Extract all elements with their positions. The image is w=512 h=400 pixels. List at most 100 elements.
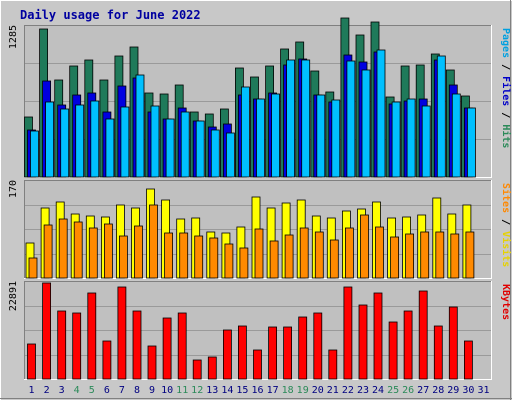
bar-pages-day-11: [180, 111, 190, 178]
bar-sites-day-18: [284, 234, 294, 279]
day-label: 13: [206, 385, 218, 396]
chart-title: Daily usage for June 2022: [20, 8, 201, 22]
day-label: 1: [28, 385, 34, 396]
bar-pages-day-9: [150, 105, 160, 178]
bar-kbytes-day-25: [388, 321, 398, 380]
bar-pages-day-17: [271, 93, 281, 178]
bar-sites-day-4: [73, 221, 83, 279]
day-label: 5: [89, 385, 95, 396]
bar-sites-day-26: [405, 233, 415, 279]
day-label: 29: [447, 385, 459, 396]
bar-pages-day-10: [165, 118, 175, 178]
day-label: 28: [432, 385, 444, 396]
bar-pages-day-13: [210, 129, 220, 178]
legend-item: Hits: [500, 124, 512, 148]
bar-kbytes-day-17: [268, 326, 278, 380]
panel-kbytes: 22891 KBytes: [8, 281, 511, 380]
panel-hits-legend: Pages / Files / Hits: [500, 28, 512, 148]
bar-kbytes-day-5: [87, 292, 97, 380]
bar-sites-day-13: [209, 237, 219, 279]
day-label: 16: [251, 385, 263, 396]
series-pages: [30, 49, 476, 178]
bar-sites-day-24: [375, 226, 384, 279]
day-label: 25: [387, 385, 399, 396]
bar-kbytes-day-9: [147, 345, 157, 380]
bar-pages-day-29: [451, 93, 461, 178]
day-labels: 1 2 3 4 5 6 7 8 9 10 11 12 13 14 15 16 17 18 19 20 21 22 23 24 2…: [28, 385, 489, 396]
day-label: 31: [477, 385, 489, 396]
bar-sites-day-9: [149, 204, 158, 279]
bar-kbytes-day-21: [328, 349, 338, 380]
day-label: 20: [312, 385, 324, 396]
bar-pages-day-28: [436, 55, 446, 178]
bar-kbytes-day-22: [343, 286, 353, 380]
bar-kbytes-day-3: [57, 310, 67, 380]
day-label: 26: [402, 385, 414, 396]
day-label: 12: [191, 385, 203, 396]
bar-kbytes-day-15: [237, 325, 247, 380]
day-label: 6: [104, 385, 110, 396]
bar-pages-day-1: [30, 130, 39, 178]
panel-hits: 1285 Pages / Files / Hits: [8, 17, 512, 178]
legend-item: Visits: [500, 231, 512, 267]
legend-item: /: [500, 106, 511, 124]
day-label: 18: [282, 385, 294, 396]
bar-pages-day-26: [406, 98, 416, 178]
bar-kbytes-day-2: [42, 282, 51, 380]
bar-pages-day-23: [361, 69, 371, 178]
series-sites: [28, 204, 475, 279]
bar-pages-day-21: [331, 99, 341, 178]
day-label: 21: [327, 385, 339, 396]
bar-sites-day-28: [435, 231, 445, 279]
bar-pages-day-14: [225, 132, 235, 178]
bar-kbytes-day-1: [27, 343, 36, 380]
bar-sites-day-14: [224, 243, 234, 279]
panel-hits-max-label: 1285: [8, 25, 19, 49]
day-label: 14: [221, 385, 233, 396]
day-label: 27: [417, 385, 429, 396]
panel-kbytes-max-label: 22891: [8, 281, 19, 311]
bar-sites-day-15: [239, 247, 249, 279]
day-label: 15: [236, 385, 248, 396]
bar-sites-day-30: [465, 231, 475, 279]
bar-kbytes-day-26: [403, 310, 413, 380]
bar-kbytes-day-14: [222, 329, 232, 380]
bar-pages-day-22: [346, 60, 356, 178]
bar-kbytes-day-23: [358, 304, 368, 380]
bar-pages-day-15: [240, 86, 250, 178]
day-label: 23: [357, 385, 369, 396]
bar-kbytes-day-18: [283, 326, 293, 380]
bar-sites-day-12: [194, 235, 204, 279]
bar-sites-day-2: [43, 224, 53, 279]
bar-sites-day-22: [344, 227, 354, 279]
bar-pages-day-7: [120, 106, 130, 178]
bar-sites-day-16: [254, 228, 264, 279]
bar-sites-day-3: [58, 218, 68, 279]
day-label: 8: [134, 385, 140, 396]
bar-sites-day-23: [360, 214, 369, 279]
chart-panels: 1285 Pages / Files / Hits 170 Sites / Visit…: [8, 17, 512, 380]
bar-kbytes-day-7: [117, 286, 127, 380]
bar-pages-day-12: [195, 120, 205, 178]
day-label: 2: [44, 385, 50, 396]
bar-sites-day-17: [269, 240, 279, 279]
bar-sites-day-8: [134, 225, 143, 279]
bar-kbytes-day-20: [313, 312, 323, 380]
bar-kbytes-day-16: [253, 349, 262, 380]
bar-pages-day-18: [286, 59, 296, 178]
legend-item: Files: [500, 76, 512, 106]
day-label: 9: [149, 385, 155, 396]
bar-kbytes-day-19: [298, 316, 308, 380]
bar-sites-day-6: [104, 223, 113, 279]
bar-sites-day-7: [119, 235, 128, 279]
bar-kbytes-day-8: [132, 310, 142, 380]
legend-item: KBytes: [500, 284, 511, 320]
bar-pages-day-19: [301, 59, 311, 178]
day-label: 7: [119, 385, 125, 396]
day-label: 3: [59, 385, 65, 396]
bar-sites-day-19: [299, 227, 309, 279]
legend-item: /: [500, 213, 511, 231]
bar-kbytes-day-4: [72, 312, 82, 380]
bar-pages-day-16: [256, 98, 265, 178]
